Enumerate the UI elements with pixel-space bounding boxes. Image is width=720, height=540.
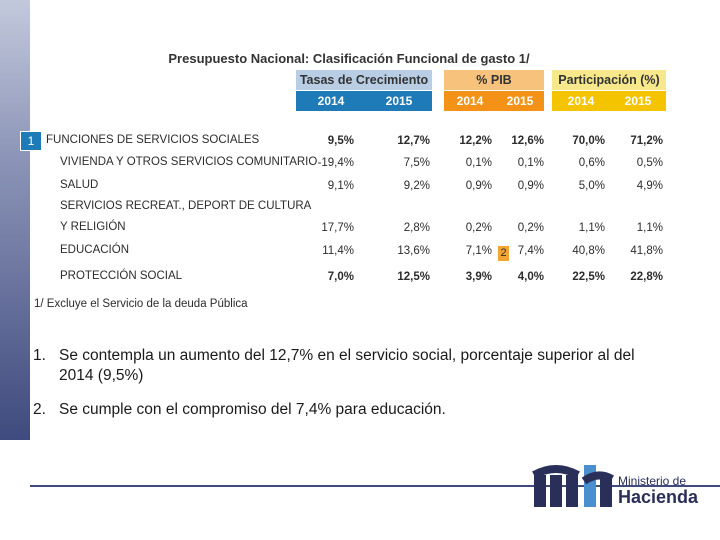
row-label: EDUCACIÓN [60,244,130,256]
table-cell: 7,4% [517,245,544,257]
note-text: Se contempla un aumento del 12,7% en el … [59,347,635,384]
table-cell: 3,9% [465,271,492,283]
row-label: PROTECCIÓN SOCIAL [60,270,183,282]
logo-text-large: Hacienda [618,487,699,507]
table-cell: 41,8% [630,245,663,257]
table-cell: 0,1% [465,157,492,169]
notes-list: 1. Se contempla un aumento del 12,7% en … [33,346,653,434]
table-cell: 0,5% [636,157,663,169]
year-header: 2014 [296,91,366,111]
table-cell: 11,4% [322,245,354,257]
row-label: SERVICIOS RECREAT., DEPORT DE CULTURA [60,200,312,212]
table-footnote: 1/ Excluye el Servicio de la deuda Públi… [34,298,248,310]
table-cell: 7,1% [465,245,492,257]
budget-table: Presupuesto Nacional: Clasificación Func… [32,48,666,320]
table-cell: 0,9% [465,180,492,192]
table-cell: 9,5% [327,135,354,147]
table-cell: 0,1% [517,157,544,169]
table-cell: 12,2% [459,135,492,147]
table-cell: 71,2% [630,135,663,147]
table-cell: 13,6% [397,245,430,257]
table-cell: 7,0% [327,271,354,283]
table-cell: 1,1% [636,222,663,234]
table-cell: 7,5% [403,157,430,169]
table-cell: 40,8% [572,245,605,257]
row-label: FUNCIONES DE SERVICIOS SOCIALES [46,134,260,146]
table-cell: 12,6% [511,135,544,147]
table-title: Presupuesto Nacional: Clasificación Func… [168,51,530,66]
year-header: 2014 [552,91,610,111]
table-cell: 2,8% [403,222,430,234]
year-header: 2014 [444,91,496,111]
table-cell: 12,7% [397,135,430,147]
ministerio-hacienda-logo [532,465,614,507]
table-cell: 9,1% [327,180,354,192]
group-header-tasas: Tasas de Crecimiento [296,70,432,90]
note-text: Se cumple con el compromiso del 7,4% par… [59,401,446,418]
table-cell: 17,7% [321,222,354,234]
row-label: SALUD [60,179,99,191]
marker-2: 2 [498,246,509,261]
side-gradient-bar [0,0,30,440]
table-cell: -19,4% [317,157,354,169]
table-cell: 0,2% [517,222,544,234]
row-label: Y RELIGIÓN [60,221,126,233]
note-item: 1. Se contempla un aumento del 12,7% en … [33,346,653,386]
table-cell: 0,6% [578,157,605,169]
row-label: VIVIENDA Y OTROS SERVICIOS COMUNITARIO [60,156,318,168]
note-number: 2. [33,401,46,418]
note-number: 1. [33,347,46,364]
logo-text-small: Ministerio de [618,474,687,488]
table-cell: 12,5% [397,271,430,283]
table-cell: 1,1% [578,222,605,234]
table-cell: 4,9% [636,180,663,192]
group-header-pib: % PIB [444,70,544,90]
table-cell: 5,0% [578,180,605,192]
table-cell: 9,2% [403,180,430,192]
bottom-divider [30,485,720,487]
note-item: 2. Se cumple con el compromiso del 7,4% … [33,400,653,420]
table-cell: 4,0% [517,271,544,283]
table-cell: 70,0% [572,135,605,147]
year-header: 2015 [610,91,666,111]
table-cell: 0,9% [517,180,544,192]
table-cell: 0,2% [465,222,492,234]
table-cell: 22,8% [630,271,663,283]
group-header-participacion: Participación (%) [552,70,666,90]
marker-1: 1 [20,131,42,151]
year-header: 2015 [366,91,432,111]
year-header: 2015 [496,91,544,111]
table-cell: 22,5% [572,271,605,283]
